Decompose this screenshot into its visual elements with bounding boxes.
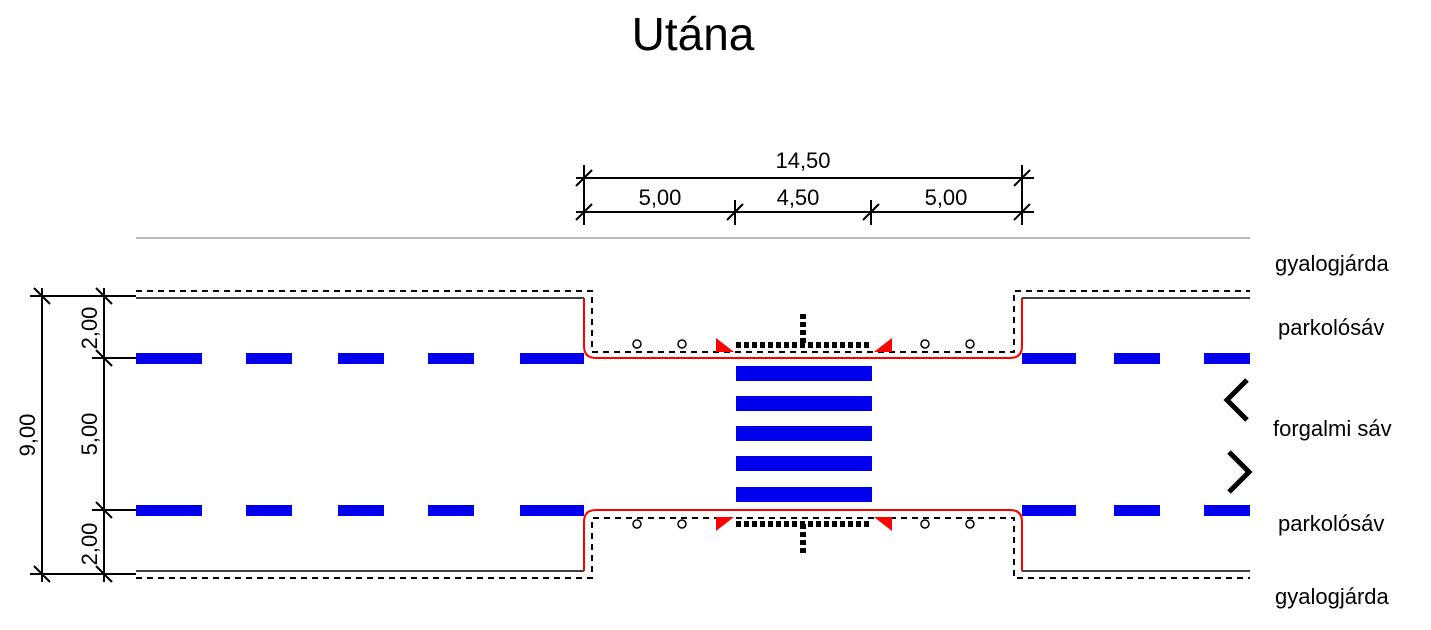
tactile-paving-top [736, 314, 872, 348]
label-parking-top: parkolósáv [1278, 315, 1384, 340]
chevron-left-icon [1223, 378, 1249, 422]
red-triangle-markers [716, 338, 892, 531]
diagram-title: Utána [631, 8, 755, 60]
label-sidewalk-top: gyalogjárda [1275, 251, 1390, 276]
red-curb-extension [583, 298, 1023, 571]
dim-traffic-lane: 5,00 [77, 413, 102, 456]
lane-marking-top [136, 353, 1250, 364]
dim-bottom-parking: 2,00 [77, 523, 102, 566]
bollards [632, 339, 975, 529]
label-traffic-lane: forgalmi sáv [1273, 416, 1392, 441]
dim-total-height: 9,00 [15, 414, 40, 457]
dim-right-segment: 5,00 [925, 185, 968, 210]
lane-marking-bottom [136, 505, 1250, 516]
dim-total-width: 14,50 [775, 148, 830, 173]
label-sidewalk-bottom: gyalogjárda [1275, 584, 1390, 609]
dim-left-segment: 5,00 [639, 185, 682, 210]
dim-top-parking: 2,00 [77, 307, 102, 350]
label-parking-bottom: parkolósáv [1278, 511, 1384, 536]
tactile-paving-bottom [736, 521, 872, 556]
dim-middle-segment: 4,50 [777, 185, 820, 210]
chevron-right-icon [1227, 450, 1253, 494]
dimension-left-chain [30, 287, 136, 583]
curb-lines [136, 297, 1250, 572]
zebra-crossing [736, 366, 872, 502]
dimension-top-chain [575, 165, 1034, 225]
sidewalk-dashed-boundary [136, 290, 1250, 579]
